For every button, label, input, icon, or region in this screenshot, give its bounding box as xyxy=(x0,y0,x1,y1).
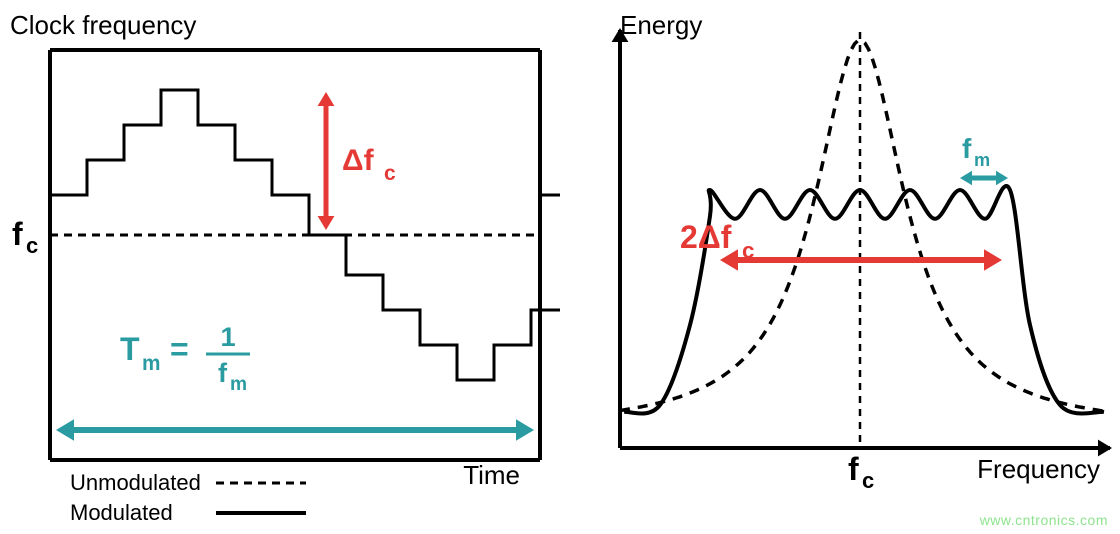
left-y-title: Clock frequency xyxy=(10,10,196,41)
left-svg: fcΔfcTm = 1fmTimeUnmodulatedModulated xyxy=(0,0,560,534)
right-panel: Energy 2ΔfcfmfcFrequency xyxy=(560,0,1120,534)
svg-text:c: c xyxy=(862,468,874,493)
svg-text:T: T xyxy=(120,331,140,367)
svg-text:f: f xyxy=(12,216,23,252)
svg-text:f: f xyxy=(962,133,972,164)
right-y-title: Energy xyxy=(620,10,702,41)
svg-text:2Δf: 2Δf xyxy=(680,219,732,255)
svg-text:m: m xyxy=(974,150,990,170)
svg-text:1: 1 xyxy=(220,321,235,352)
left-panel: Clock frequency fcΔfcTm = 1fmTimeUnmodul… xyxy=(0,0,560,534)
svg-text:=: = xyxy=(170,331,189,367)
figure-container: Clock frequency fcΔfcTm = 1fmTimeUnmodul… xyxy=(0,0,1120,534)
svg-text:c: c xyxy=(384,162,396,185)
svg-text:Unmodulated: Unmodulated xyxy=(70,470,201,495)
watermark: www.cntronics.com xyxy=(980,512,1108,528)
svg-text:c: c xyxy=(742,238,754,263)
svg-text:Time: Time xyxy=(463,460,520,490)
svg-text:c: c xyxy=(26,233,38,258)
svg-text:Modulated: Modulated xyxy=(70,500,173,525)
svg-text:f: f xyxy=(218,357,228,388)
svg-text:f: f xyxy=(848,451,859,487)
svg-text:m: m xyxy=(142,352,161,375)
svg-text:m: m xyxy=(230,374,247,395)
svg-text:Δf: Δf xyxy=(342,144,375,177)
svg-text:Frequency: Frequency xyxy=(977,454,1100,484)
right-svg: 2ΔfcfmfcFrequency xyxy=(560,0,1120,534)
